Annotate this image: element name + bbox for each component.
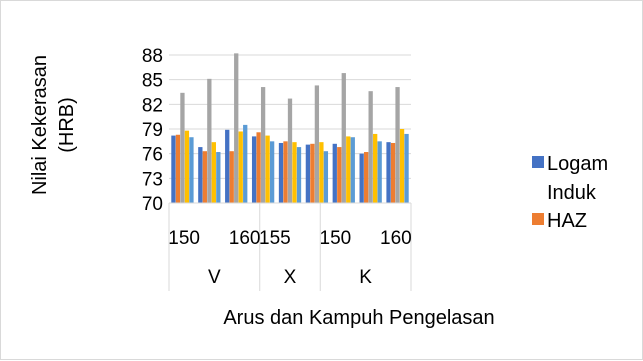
bar [323, 151, 329, 203]
bar [395, 87, 400, 203]
bar [234, 53, 239, 203]
bar [207, 78, 212, 203]
bar [283, 141, 288, 203]
bar [238, 131, 243, 203]
y-tick-label: 88 [142, 46, 163, 67]
y-tick-label: 79 [142, 120, 163, 141]
bar [350, 137, 355, 203]
bar [310, 143, 315, 203]
bar [373, 133, 378, 203]
y-axis-title-line-2: (HRB) [56, 97, 78, 153]
legend-label-logam-induk-line-2: Induk [547, 182, 597, 204]
x-tick-label: 160 [229, 228, 261, 249]
bar [229, 151, 234, 203]
group-label: K [359, 267, 372, 288]
y-axis-title-line-1: Nilai Kekerasan [29, 55, 51, 195]
bar [171, 135, 176, 203]
group-label: V [208, 267, 221, 288]
bar [332, 143, 337, 203]
bar [305, 144, 311, 203]
x-tick-label: 150 [168, 228, 200, 249]
bar [386, 142, 391, 203]
bar [260, 87, 266, 203]
bar [256, 132, 261, 203]
x-axis-title: Arus dan Kampuh Pengelasan [223, 307, 494, 329]
bar [184, 130, 190, 203]
bar [216, 152, 221, 203]
bar [337, 147, 342, 203]
y-tick-labels: 70 73 76 79 82 85 88 [142, 46, 163, 215]
y-tick-label: 76 [142, 145, 163, 166]
bar [269, 141, 275, 203]
bar [243, 124, 248, 203]
legend-swatch-haz [532, 213, 544, 225]
bar [287, 98, 293, 203]
legend-swatch-logam-induk [532, 156, 544, 168]
bar [314, 85, 320, 203]
bar [292, 142, 297, 203]
bar [265, 135, 270, 203]
bar [346, 136, 351, 203]
bar [211, 142, 216, 203]
group-label: X [284, 267, 297, 288]
x-tick-label: 150 [320, 228, 352, 249]
y-tick-label: 85 [142, 71, 163, 92]
legend-label-logam-induk-line-1: Logam [547, 153, 608, 175]
bar [225, 129, 230, 203]
bar [198, 147, 203, 203]
bar [296, 147, 302, 203]
bar [404, 133, 409, 203]
bars [171, 53, 409, 203]
legend-label-haz: HAZ [547, 210, 587, 232]
bar [364, 152, 369, 203]
x-tick-label: 155 [259, 228, 291, 249]
y-tick-label: 70 [142, 194, 163, 215]
bar [175, 134, 181, 203]
bar [251, 136, 257, 203]
bar [368, 91, 373, 203]
y-tick-label: 82 [142, 95, 163, 116]
bar [399, 129, 405, 203]
x-tick-label: 160 [380, 228, 412, 249]
axes [168, 202, 412, 291]
bar [202, 151, 207, 203]
bar [189, 137, 194, 203]
legend: Logam Induk HAZ [532, 153, 608, 232]
bar [377, 141, 382, 203]
y-tick-label: 73 [142, 169, 163, 190]
bar [319, 142, 324, 203]
bar [278, 142, 284, 203]
bar [390, 142, 396, 203]
bar [180, 92, 185, 203]
bar [341, 73, 346, 203]
bar [359, 153, 364, 203]
